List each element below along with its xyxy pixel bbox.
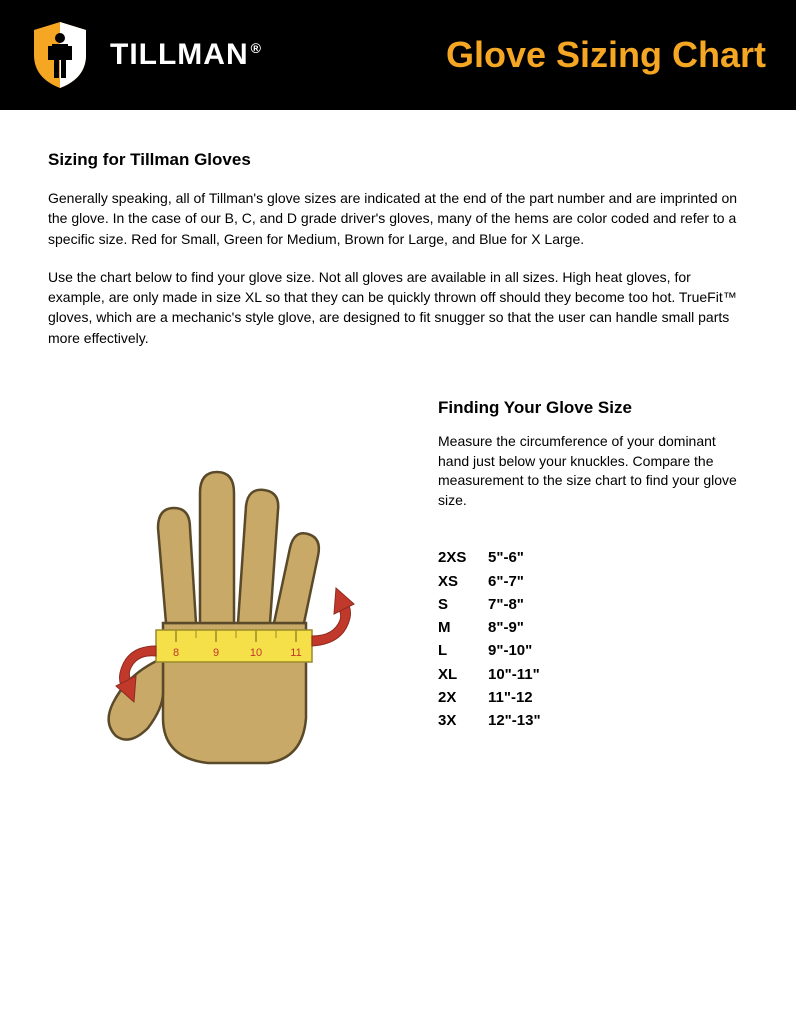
logo-shield-icon: [30, 20, 90, 90]
size-row: M8"-9": [438, 616, 748, 639]
info-column: Finding Your Glove Size Measure the circ…: [438, 398, 748, 778]
intro-para-1: Generally speaking, all of Tillman's glo…: [48, 188, 748, 249]
size-row: 3X12"-13": [438, 709, 748, 732]
size-row: 2X11"-12: [438, 686, 748, 709]
finding-title: Finding Your Glove Size: [438, 398, 748, 418]
size-label: S: [438, 593, 488, 616]
size-label: M: [438, 616, 488, 639]
size-row: XL10"-11": [438, 663, 748, 686]
size-label: 2XS: [438, 546, 488, 569]
size-range: 10"-11": [488, 663, 540, 686]
size-range: 9"-10": [488, 639, 532, 662]
ruler-num-1: 9: [213, 647, 219, 659]
size-label: XL: [438, 663, 488, 686]
brand-text: TILLMAN: [110, 38, 249, 72]
header-bar: TILLMAN ® Glove Sizing Chart: [0, 0, 796, 110]
finding-text: Measure the circumference of your domina…: [438, 432, 748, 510]
size-range: 6"-7": [488, 570, 524, 593]
size-table: 2XS5"-6"XS6"-7"S7"-8"M8"-9"L9"-10"XL10"-…: [438, 546, 748, 732]
ruler-num-0: 8: [173, 647, 179, 659]
size-range: 8"-9": [488, 616, 524, 639]
size-range: 7"-8": [488, 593, 524, 616]
intro-para-2: Use the chart below to find your glove s…: [48, 267, 748, 348]
size-row: S7"-8": [438, 593, 748, 616]
size-label: 3X: [438, 709, 488, 732]
ruler-num-2: 10: [250, 647, 262, 659]
size-label: 2X: [438, 686, 488, 709]
content-area: Sizing for Tillman Gloves Generally spea…: [0, 110, 796, 818]
ruler-num-3: 11: [290, 647, 301, 659]
registered-mark: ®: [251, 40, 262, 56]
size-label: XS: [438, 570, 488, 593]
size-range: 11"-12: [488, 686, 533, 709]
size-row: L9"-10": [438, 639, 748, 662]
size-label: L: [438, 639, 488, 662]
hand-graphic-column: 8 9 10 11: [48, 398, 408, 778]
size-range: 5"-6": [488, 546, 524, 569]
brand-name: TILLMAN ®: [110, 38, 262, 72]
lower-section: 8 9 10 11 Finding Your Glove Size Meas: [48, 398, 748, 778]
header-title: Glove Sizing Chart: [446, 34, 766, 76]
size-row: XS6"-7": [438, 570, 748, 593]
size-range: 12"-13": [488, 709, 541, 732]
size-row: 2XS5"-6": [438, 546, 748, 569]
hand-measurement-icon: 8 9 10 11: [78, 458, 378, 778]
intro-title: Sizing for Tillman Gloves: [48, 150, 748, 170]
